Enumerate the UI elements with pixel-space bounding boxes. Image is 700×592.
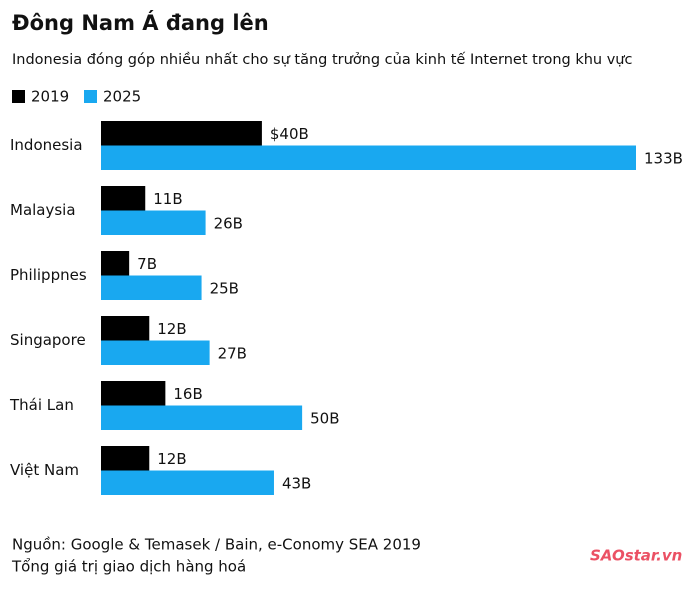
value-label: 27B bbox=[218, 344, 247, 362]
bar bbox=[101, 145, 636, 170]
bar bbox=[101, 316, 150, 341]
bar bbox=[101, 275, 202, 300]
bar bbox=[101, 121, 262, 146]
bar bbox=[101, 340, 210, 365]
value-label: 25B bbox=[210, 279, 239, 297]
chart-subtitle: Indonesia đóng góp nhiều nhất cho sự tăn… bbox=[12, 51, 632, 68]
legend-swatch bbox=[84, 90, 97, 103]
chart-title: Đông Nam Á đang lên bbox=[12, 10, 269, 35]
legend-swatch bbox=[12, 90, 25, 103]
category-label: Philippnes bbox=[10, 266, 87, 284]
bar bbox=[101, 251, 130, 276]
value-label: 43B bbox=[282, 474, 311, 492]
bar bbox=[101, 186, 146, 211]
note: Tổng giá trị giao dịch hàng hoá bbox=[11, 558, 246, 576]
source: Nguồn: Google & Temasek / Bain, e-Conomy… bbox=[12, 536, 421, 554]
value-label: 12B bbox=[157, 450, 186, 468]
value-label: 12B bbox=[157, 320, 186, 338]
bar bbox=[101, 405, 303, 430]
category-label: Thái Lan bbox=[9, 396, 74, 414]
category-label: Malaysia bbox=[10, 201, 76, 219]
watermark: SAOstar.vn bbox=[590, 547, 682, 565]
value-label: 133B bbox=[644, 149, 683, 167]
category-label: Việt Nam bbox=[10, 461, 79, 479]
category-label: Indonesia bbox=[10, 136, 83, 154]
value-label: 50B bbox=[310, 409, 339, 427]
legend-label: 2019 bbox=[31, 88, 69, 106]
value-label: 26B bbox=[214, 214, 243, 232]
bar bbox=[101, 470, 274, 495]
legend-label: 2025 bbox=[103, 88, 141, 106]
value-label: 11B bbox=[153, 190, 182, 208]
bar bbox=[101, 381, 166, 406]
value-label: $40B bbox=[270, 125, 309, 143]
value-label: 7B bbox=[137, 255, 157, 273]
value-label: 16B bbox=[173, 385, 202, 403]
bar bbox=[101, 210, 206, 235]
category-label: Singapore bbox=[10, 331, 86, 349]
bar bbox=[101, 446, 150, 471]
